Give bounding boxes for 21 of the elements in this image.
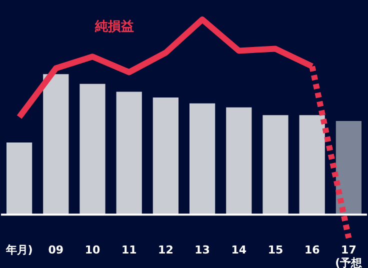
bar <box>189 103 216 215</box>
x-tick-label: 11 <box>121 244 137 256</box>
x-tick-label: 09 <box>48 244 64 256</box>
bar <box>6 142 32 215</box>
x-tick-label: 13 <box>194 244 210 256</box>
x-tick-label: 16 <box>304 244 320 256</box>
x-tick-label: 14 <box>231 244 247 256</box>
bar <box>262 115 288 215</box>
bar <box>336 120 362 215</box>
bar <box>43 74 69 215</box>
series-label: 純損益 <box>94 20 134 35</box>
x-tick-label: 10 <box>84 244 100 256</box>
bar <box>226 107 252 215</box>
x-tick-label: 15 <box>268 244 284 256</box>
x-tick-label: 17 (予想 <box>335 244 364 268</box>
bar <box>152 98 179 215</box>
x-tick-label: 12 <box>158 244 174 256</box>
bar <box>80 84 106 215</box>
bar <box>116 92 142 215</box>
x-tick-label: 年月) <box>4 244 33 256</box>
bar <box>299 115 325 215</box>
